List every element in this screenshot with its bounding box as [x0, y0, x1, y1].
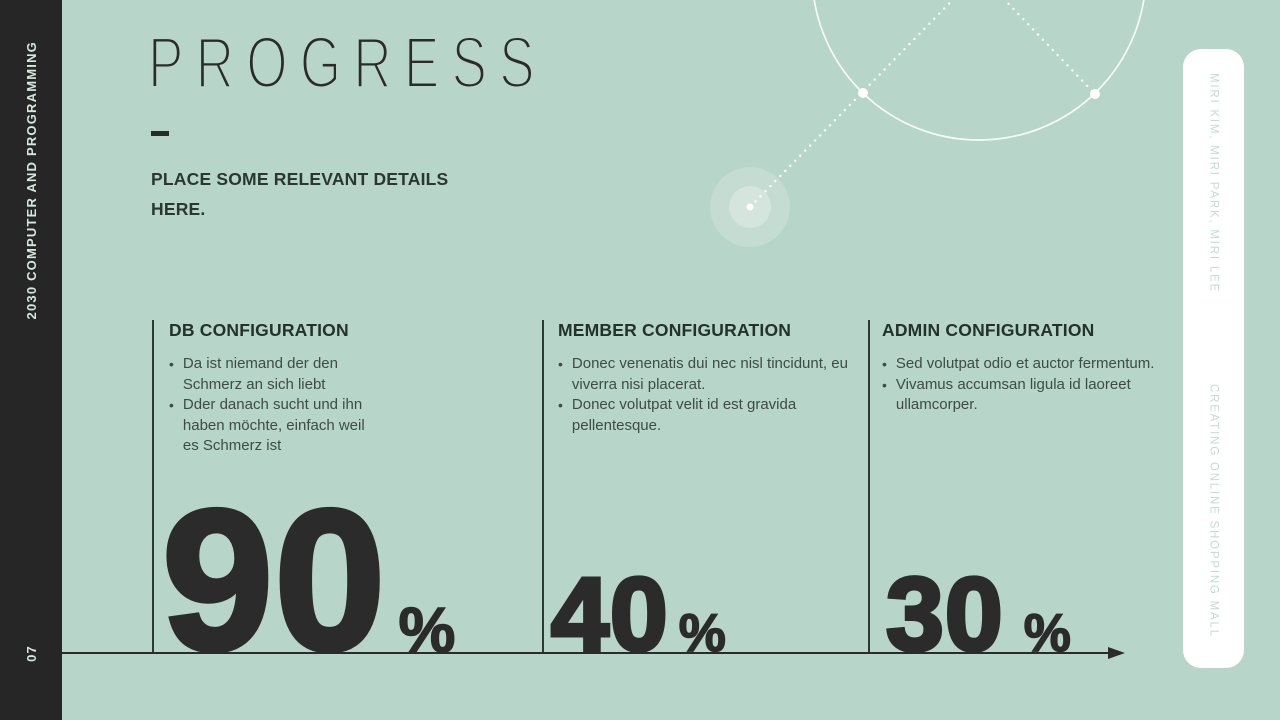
column-title: DB CONFIGURATION — [169, 320, 349, 340]
percent-sign: % — [1023, 604, 1072, 664]
list-item: • Dder danach sucht und ihn haben möchte… — [169, 395, 519, 457]
bullet-dot-icon: • — [882, 356, 887, 372]
sidebar: 2030 COMPUTER AND PROGRAMMING 07 — [0, 0, 62, 720]
bullet-dot-icon: • — [882, 376, 887, 393]
column-admin-configuration: ADMIN CONFIGURATION • Sed volutpat odio … — [882, 320, 1172, 416]
page-title: PROGRESS — [147, 21, 547, 103]
column-title: MEMBER CONFIGURATION — [558, 320, 792, 340]
title-dash — [151, 131, 169, 136]
bullet-list: • Donec venenatis dui nec nisl tincidunt… — [558, 354, 853, 436]
bullet-dot-icon: • — [558, 397, 563, 413]
list-item: • Donec venenatis dui nec nisl tincidunt… — [558, 354, 853, 395]
sidebar-course-label: 2030 COMPUTER AND PROGRAMMING — [23, 40, 39, 320]
baseline-axis — [62, 652, 1114, 654]
bullet-text: Vivamus accumsan ligula id laoreet ullam… — [895, 375, 1131, 414]
column-member-configuration: MEMBER CONFIGURATION • Donec venenatis d… — [558, 320, 853, 436]
bullet-list: • Da ist niemand der den Schmerz an sich… — [169, 354, 519, 457]
bullet-text: Donec volutpat velit id est gravida pell… — [571, 396, 797, 434]
bullet-list: • Sed volutpat odio et auctor fermentum.… — [882, 354, 1172, 416]
page-number: 07 — [23, 645, 39, 662]
bullet-dot-icon: • — [169, 397, 174, 413]
progress-number: 40 — [549, 557, 670, 674]
bullet-text: Dder danach sucht und ihn haben möchte, … — [182, 396, 365, 454]
list-item: • Sed volutpat odio et auctor fermentum. — [882, 354, 1172, 375]
list-item: • Donec volutpat velit id est gravida pe… — [558, 395, 853, 436]
progress-number: 30 — [884, 557, 1005, 674]
bullet-dot-icon: • — [558, 356, 563, 372]
column-divider — [868, 320, 870, 654]
bullet-dot-icon: • — [169, 356, 174, 372]
list-item: • Vivamus accumsan ligula id laoreet ull… — [882, 375, 1172, 416]
percent-sign: % — [398, 594, 456, 667]
column-divider — [542, 320, 544, 654]
column-divider — [152, 320, 154, 654]
progress-value-admin: 30 % — [884, 557, 1072, 674]
side-panel: MIRI KIM, MIRI PARK, MIRI LEE CREATING O… — [1183, 49, 1244, 668]
bullet-text: Da ist niemand der den Schmerz an sich l… — [182, 355, 338, 393]
list-item: • Da ist niemand der den Schmerz an sich… — [169, 354, 519, 395]
axis-arrow-icon — [1108, 647, 1125, 659]
progress-number: 90 — [159, 469, 387, 692]
progress-value-member: 40 % — [549, 557, 727, 674]
progress-value-db: 90 % — [159, 469, 456, 692]
project-label: CREATING ONLINE SHOPPING MALL — [1207, 384, 1220, 638]
bullet-text: Sed volutpat odio et auctor fermentum. — [895, 355, 1155, 372]
bullet-text: Donec venenatis dui nec nisl tincidunt, … — [571, 355, 848, 393]
subtitle: PLACE SOME RELEVANT DETAILS HERE. — [151, 169, 449, 219]
column-db-configuration: DB CONFIGURATION • Da ist niemand der de… — [169, 320, 519, 457]
percent-sign: % — [678, 604, 727, 664]
authors-label: MIRI KIM, MIRI PARK, MIRI LEE — [1207, 73, 1220, 294]
column-title: ADMIN CONFIGURATION — [882, 320, 1095, 340]
